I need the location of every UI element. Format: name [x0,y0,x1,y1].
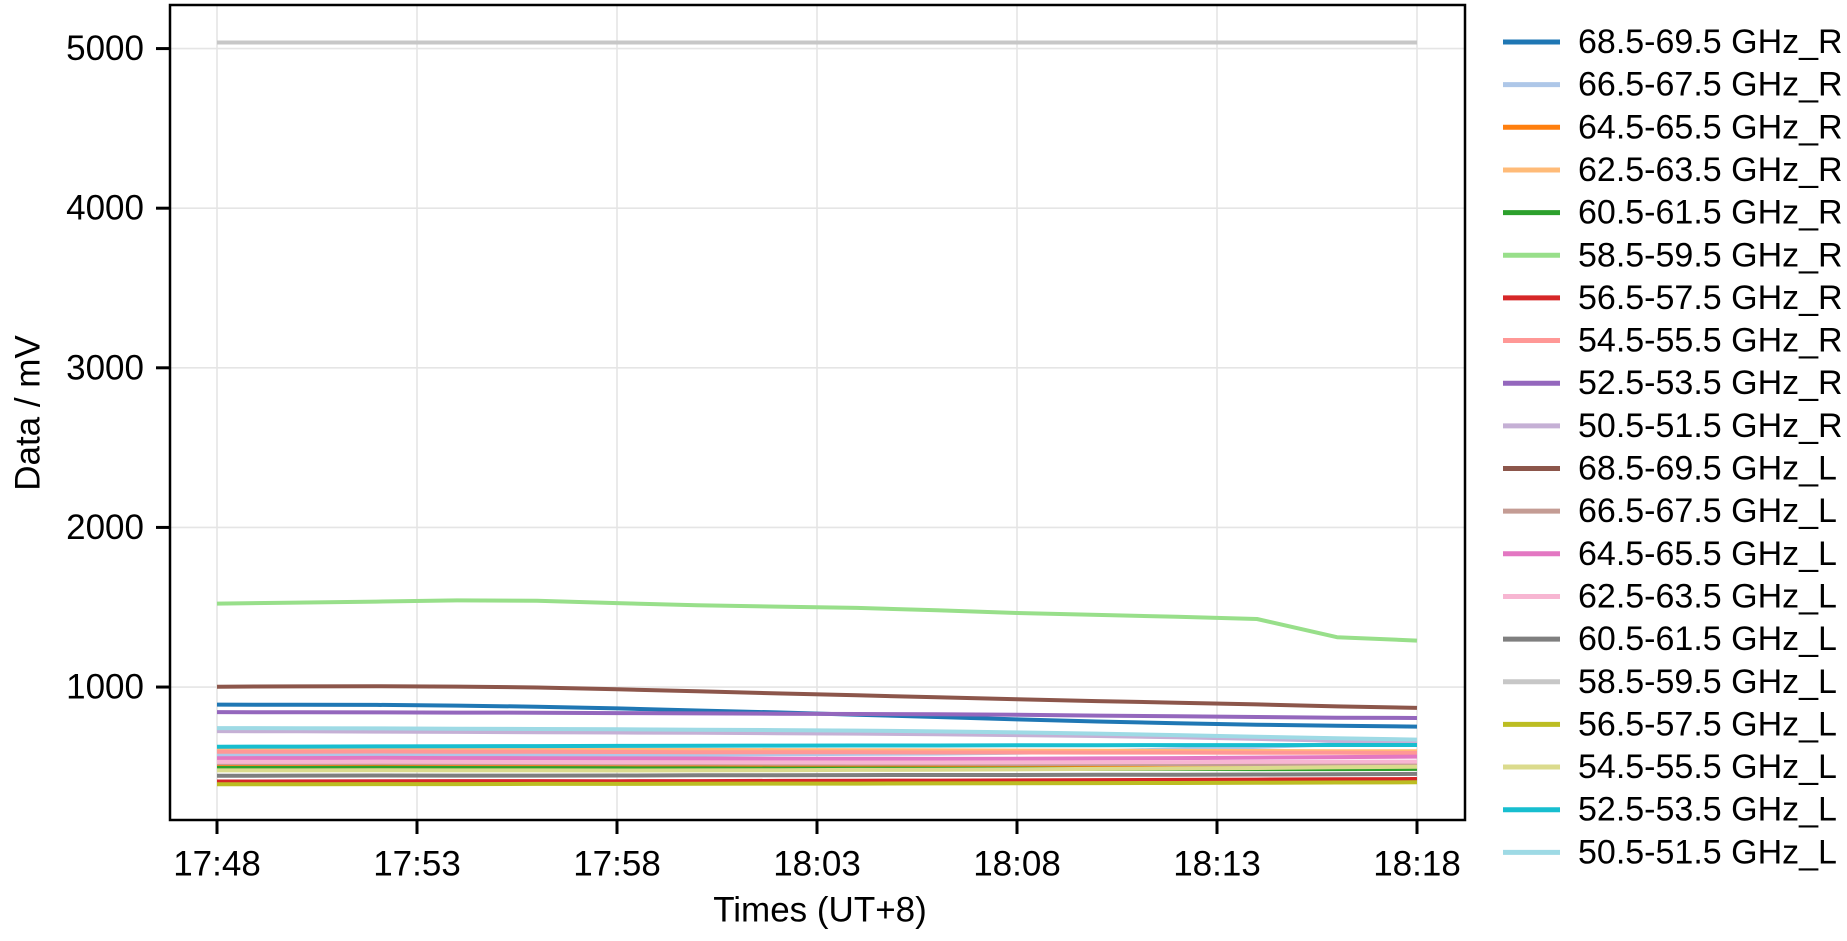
legend-label: 66.5-67.5 GHz_L [1578,492,1837,530]
tick-label-layer: 1000 2000 3000 4000 5000 17:48 17:53 17:58 18:03… [66,29,1461,883]
series-line-56.5-57.5-GHz_L [217,780,1418,787]
legend-item: 62.5-63.5 GHz_L [1503,577,1837,615]
axes-layer [156,3,1467,834]
legend-item: 52.5-53.5 GHz_L [1503,791,1837,829]
series-line-50.5-51.5-GHz_R [216,729,1418,745]
y-tick-label: 5000 [66,29,144,68]
x-tick-label: 17:58 [573,845,661,884]
y-tick-label: 4000 [66,189,144,228]
series-layer [216,40,1418,787]
y-tick-label: 1000 [66,668,144,707]
legend-item: 64.5-65.5 GHz_L [1503,535,1837,573]
legend-item: 58.5-59.5 GHz_R [1503,236,1843,274]
legend-label: 54.5-55.5 GHz_L [1578,748,1837,786]
series-line-64.5-65.5-GHz_L [216,754,1418,761]
series-line-60.5-61.5-GHz_L [216,771,1418,778]
series-line-52.5-53.5-GHz_R [216,710,1418,720]
legend-item: 52.5-53.5 GHz_R [1503,364,1843,402]
legend-label: 62.5-63.5 GHz_L [1578,577,1837,615]
legend-label: 58.5-59.5 GHz_R [1578,236,1843,274]
legend-label: 60.5-61.5 GHz_R [1578,194,1843,232]
y-axis-title: Data / mV [8,335,47,491]
x-tick-label: 18:08 [973,845,1061,884]
legend-item: 56.5-57.5 GHz_R [1503,279,1843,317]
x-tick-label: 17:48 [173,845,261,884]
legend-label: 50.5-51.5 GHz_R [1578,407,1843,445]
legend-item: 58.5-59.5 GHz_L [1503,663,1837,701]
legend-label: 68.5-69.5 GHz_R [1578,23,1843,61]
legend-label: 64.5-65.5 GHz_L [1578,535,1837,573]
y-tick-label: 3000 [66,348,144,387]
legend-label: 68.5-69.5 GHz_L [1578,450,1837,488]
x-tick-label: 17:53 [373,845,461,884]
legend-item: 54.5-55.5 GHz_R [1503,322,1843,360]
legend-label: 56.5-57.5 GHz_L [1578,705,1837,743]
legend-label: 52.5-53.5 GHz_R [1578,364,1843,402]
series-line-54.5-55.5-GHz_R [217,749,1418,755]
legend-item: 68.5-69.5 GHz_L [1503,450,1837,488]
legend-item: 64.5-65.5 GHz_R [1503,108,1843,146]
legend-item: 60.5-61.5 GHz_R [1503,194,1843,232]
series-line-54.5-55.5-GHz_L [217,764,1418,773]
legend-item: 66.5-67.5 GHz_L [1503,492,1837,530]
legend-label: 50.5-51.5 GHz_L [1578,833,1837,871]
legend-label: 56.5-57.5 GHz_R [1578,279,1843,317]
legend-item: 54.5-55.5 GHz_L [1503,748,1837,786]
series-line-62.5-63.5-GHz_L [217,759,1418,765]
grid-layer [170,5,1465,820]
y-tick-label: 2000 [66,508,144,547]
legend-item: 50.5-51.5 GHz_R [1503,407,1843,445]
legend-label: 60.5-61.5 GHz_L [1578,620,1837,658]
legend-item: 50.5-51.5 GHz_L [1503,833,1837,871]
legend-label: 52.5-53.5 GHz_L [1578,791,1837,829]
legend-label: 64.5-65.5 GHz_R [1578,108,1843,146]
legend-item: 66.5-67.5 GHz_R [1503,66,1843,104]
legend-label: 54.5-55.5 GHz_R [1578,322,1843,360]
series-line-68.5-69.5-GHz_L [216,684,1418,710]
series-line-58.5-59.5-GHz_R [216,598,1418,643]
x-tick-label: 18:13 [1173,845,1261,884]
legend-item: 56.5-57.5 GHz_L [1503,705,1837,743]
legend-label: 62.5-63.5 GHz_R [1578,151,1843,189]
legend: 68.5-69.5 GHz_R 66.5-67.5 GHz_R 64.5-65.5 … [1503,23,1843,871]
legend-item: 62.5-63.5 GHz_R [1503,151,1843,189]
legend-item: 60.5-61.5 GHz_L [1503,620,1837,658]
x-tick-label: 18:03 [773,845,861,884]
x-axis-title: Times (UT+8) [713,890,927,929]
legend-label: 58.5-59.5 GHz_L [1578,663,1837,701]
legend-label: 66.5-67.5 GHz_R [1578,66,1843,104]
x-tick-label: 18:18 [1373,845,1461,884]
series-line-56.5-57.5-GHz_R [216,777,1418,784]
legend-item: 68.5-69.5 GHz_R [1503,23,1843,61]
series-line-50.5-51.5-GHz_L [216,726,1418,742]
series-line-52.5-53.5-GHz_L [216,743,1417,749]
